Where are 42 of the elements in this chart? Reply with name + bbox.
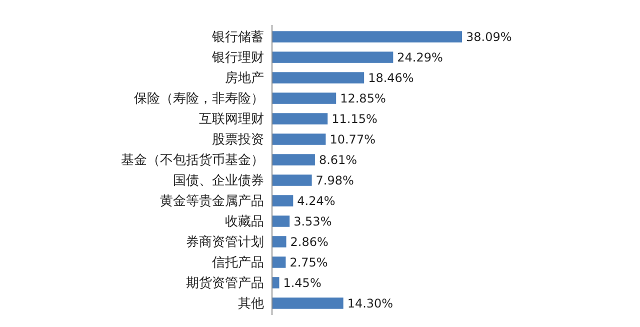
y-tick-label: 股票投资 <box>212 132 264 148</box>
y-tick-label: 黄金等贵金属产品 <box>160 194 264 209</box>
y-tick-label: 保险（寿险，非寿险） <box>134 91 264 106</box>
bar <box>272 134 326 145</box>
data-label: 1.45% <box>283 276 322 290</box>
bar <box>272 113 328 124</box>
y-tick-label: 银行储蓄 <box>211 30 264 45</box>
bar <box>272 72 364 84</box>
data-label: 18.46% <box>368 70 414 85</box>
bar <box>272 216 290 227</box>
data-label: 24.29% <box>397 50 443 64</box>
data-label: 14.30% <box>347 296 394 310</box>
data-label: 12.85% <box>340 91 386 106</box>
bar <box>272 154 315 166</box>
data-label: 3.53% <box>294 214 332 228</box>
bar <box>272 174 312 186</box>
bar <box>272 92 336 104</box>
y-tick-label: 房地产 <box>225 70 264 86</box>
y-tick-label: 互联网理财 <box>199 112 264 127</box>
bar <box>272 298 344 309</box>
y-tick-label: 信托产品 <box>212 255 264 270</box>
y-tick-label: 其他 <box>238 296 264 312</box>
y-tick-label: 基金（不包括货币基金） <box>121 152 264 168</box>
bar <box>272 195 294 206</box>
data-label: 11.15% <box>332 112 378 126</box>
bar <box>272 277 280 288</box>
y-tick-label: 期货资管产品 <box>186 276 264 291</box>
data-label: 2.86% <box>290 234 328 249</box>
bar <box>272 31 462 42</box>
y-tick-label: 收藏品 <box>225 214 264 230</box>
data-label: 8.61% <box>318 152 358 167</box>
data-label: 2.75% <box>290 255 328 270</box>
bar <box>272 256 286 268</box>
data-label: 7.98% <box>316 173 354 188</box>
bar <box>272 52 394 63</box>
y-tick-label: 券商资管计划 <box>186 234 264 250</box>
data-label: 10.77% <box>330 132 376 146</box>
bar <box>272 236 286 248</box>
data-label: 4.24% <box>297 194 336 208</box>
y-tick-label: 国债、企业债券 <box>173 173 264 188</box>
data-label: 38.09% <box>466 30 512 44</box>
y-tick-label: 银行理财 <box>211 50 264 66</box>
